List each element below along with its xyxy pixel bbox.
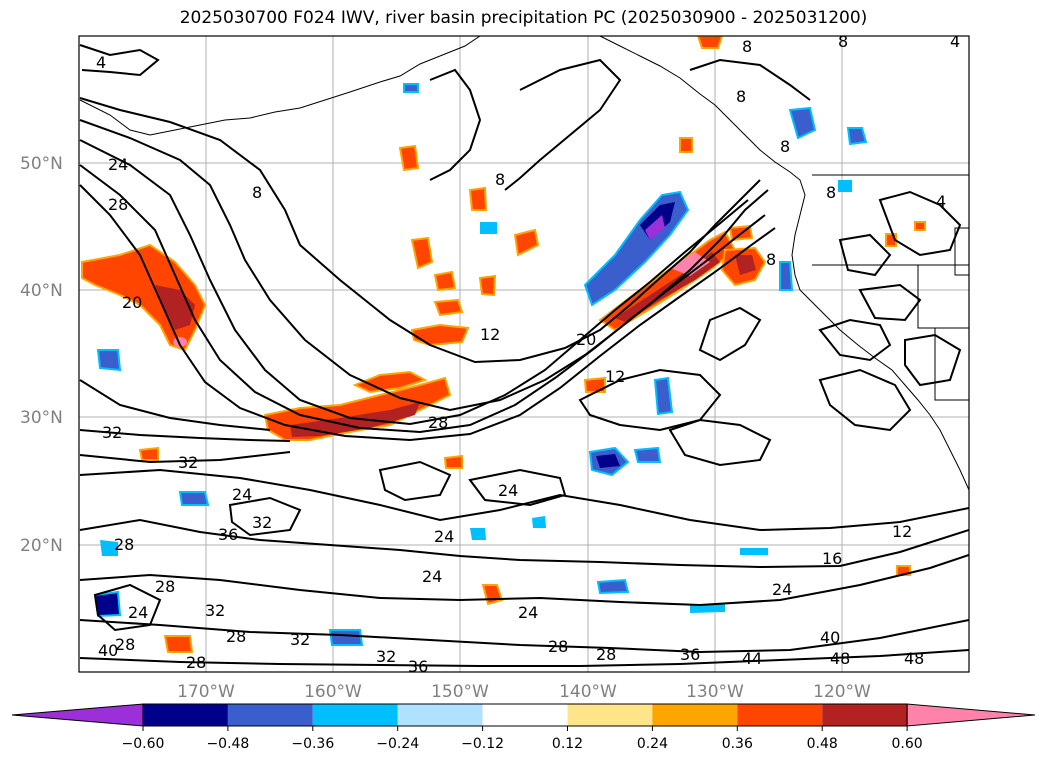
colorbar: −0.60 −0.48 −0.36 −0.24 −0.12 0.12 0.24 0.36 0.4…	[11, 703, 1036, 752]
colorbar-tick-label: −0.24	[376, 736, 419, 752]
colorbar-tick-label: −0.60	[122, 736, 165, 752]
contour-label: 40	[820, 628, 840, 647]
map-area	[79, 36, 969, 672]
iwv-contours	[79, 44, 969, 667]
colorbar-tick-label: 0.60	[892, 736, 923, 752]
contour-label: 8	[826, 183, 836, 202]
lat-label-30n: 30°N	[20, 408, 63, 428]
lon-label-150w: 150°W	[431, 682, 489, 702]
contour-label: 8	[742, 37, 752, 56]
contour-label: 12	[480, 325, 500, 344]
contour-label: 32	[290, 630, 310, 649]
contour-label: 24	[498, 481, 518, 500]
contour-label: 4	[950, 32, 960, 51]
colorbar-segment	[737, 704, 823, 726]
contour-label: 28	[114, 535, 134, 554]
contour-label: 28	[548, 637, 568, 656]
latitude-labels: 50°N 40°N 30°N 20°N	[20, 154, 63, 556]
contour-label: 16	[822, 549, 842, 568]
contour-label: 32	[178, 453, 198, 472]
lon-label-170w: 170°W	[177, 682, 235, 702]
colorbar-tick-label: 0.12	[552, 736, 583, 752]
contour-label: 28	[108, 195, 128, 214]
contour-label: 48	[904, 649, 924, 668]
map-frame	[78, 35, 970, 673]
colorbar-tick-label: 0.24	[637, 736, 668, 752]
graticule	[79, 36, 969, 672]
contour-label: 32	[376, 647, 396, 666]
contour-label: 28	[226, 627, 246, 646]
colorbar-tick-label: 0.48	[807, 736, 838, 752]
contour-label: 36	[408, 657, 428, 676]
contour-label: 8	[252, 183, 262, 202]
contour-label: 24	[108, 155, 128, 174]
colorbar-outline	[142, 703, 908, 727]
contour-label: 24	[422, 567, 442, 586]
colorbar-segment	[143, 704, 228, 726]
contour-label: 28	[186, 653, 206, 672]
contour-label: 48	[830, 649, 850, 668]
contour-label: 28	[115, 635, 135, 654]
contour-label: 28	[428, 413, 448, 432]
lon-label-140w: 140°W	[559, 682, 617, 702]
lat-label-40n: 40°N	[20, 281, 63, 301]
lat-label-20n: 20°N	[20, 536, 63, 556]
lon-label-160w: 160°W	[304, 682, 362, 702]
colorbar-tick-label: 0.36	[722, 736, 753, 752]
contour-label: 36	[218, 525, 238, 544]
colorbar-segment	[397, 704, 483, 726]
colorbar-tick-label: −0.48	[206, 736, 249, 752]
contour-label: 32	[252, 513, 272, 532]
colorbar-segment	[227, 704, 313, 726]
contour-label: 32	[205, 601, 225, 620]
colorbar-segment	[312, 704, 398, 726]
longitude-labels: 170°W 160°W 150°W 140°W 130°W 120°W	[177, 682, 871, 702]
contour-label: 4	[936, 192, 946, 211]
contour-label: 24	[128, 603, 148, 622]
lat-label-50n: 50°N	[20, 154, 63, 174]
colorbar-segment	[652, 704, 738, 726]
colorbar-extend-max	[906, 703, 1036, 727]
contour-label: 8	[838, 32, 848, 51]
contour-label: 40	[98, 641, 118, 660]
lon-label-130w: 130°W	[686, 682, 744, 702]
lon-label-120w: 120°W	[813, 682, 871, 702]
contour-label: 4	[96, 53, 106, 72]
contour-label: 24	[518, 603, 538, 622]
contour-label: 28	[155, 577, 175, 596]
contour-label: 8	[780, 137, 790, 156]
precip-negative-patches	[93, 83, 868, 646]
contour-label: 8	[736, 87, 746, 106]
contour-label: 20	[122, 293, 142, 312]
contour-label: 20	[576, 330, 596, 349]
contour-label: 8	[766, 250, 776, 269]
colorbar-segment	[822, 704, 908, 726]
contour-label: 12	[605, 367, 625, 386]
contour-label: 24	[232, 485, 252, 504]
colorbar-tick-label: −0.36	[291, 736, 334, 752]
colorbar-segment	[567, 704, 653, 726]
colorbar-segment	[482, 704, 568, 726]
coastlines	[79, 36, 969, 491]
contour-label: 44	[742, 649, 762, 668]
iwv-contour-labels: 4 8 8 8 8 4 8 8 8 8 4 24 28 20 12 20 12 …	[96, 32, 960, 676]
contour-label: 36	[680, 645, 700, 664]
contour-label: 24	[772, 580, 792, 599]
colorbar-tick-label: −0.12	[461, 736, 504, 752]
contour-label: 32	[102, 423, 122, 442]
contour-label: 24	[434, 527, 454, 546]
contour-label: 28	[596, 645, 616, 664]
colorbar-extend-min	[11, 703, 144, 727]
contour-label: 12	[892, 522, 912, 541]
map-title: 2025030700 F024 IWV, river basin precipi…	[179, 8, 868, 28]
contour-label: 8	[495, 170, 505, 189]
